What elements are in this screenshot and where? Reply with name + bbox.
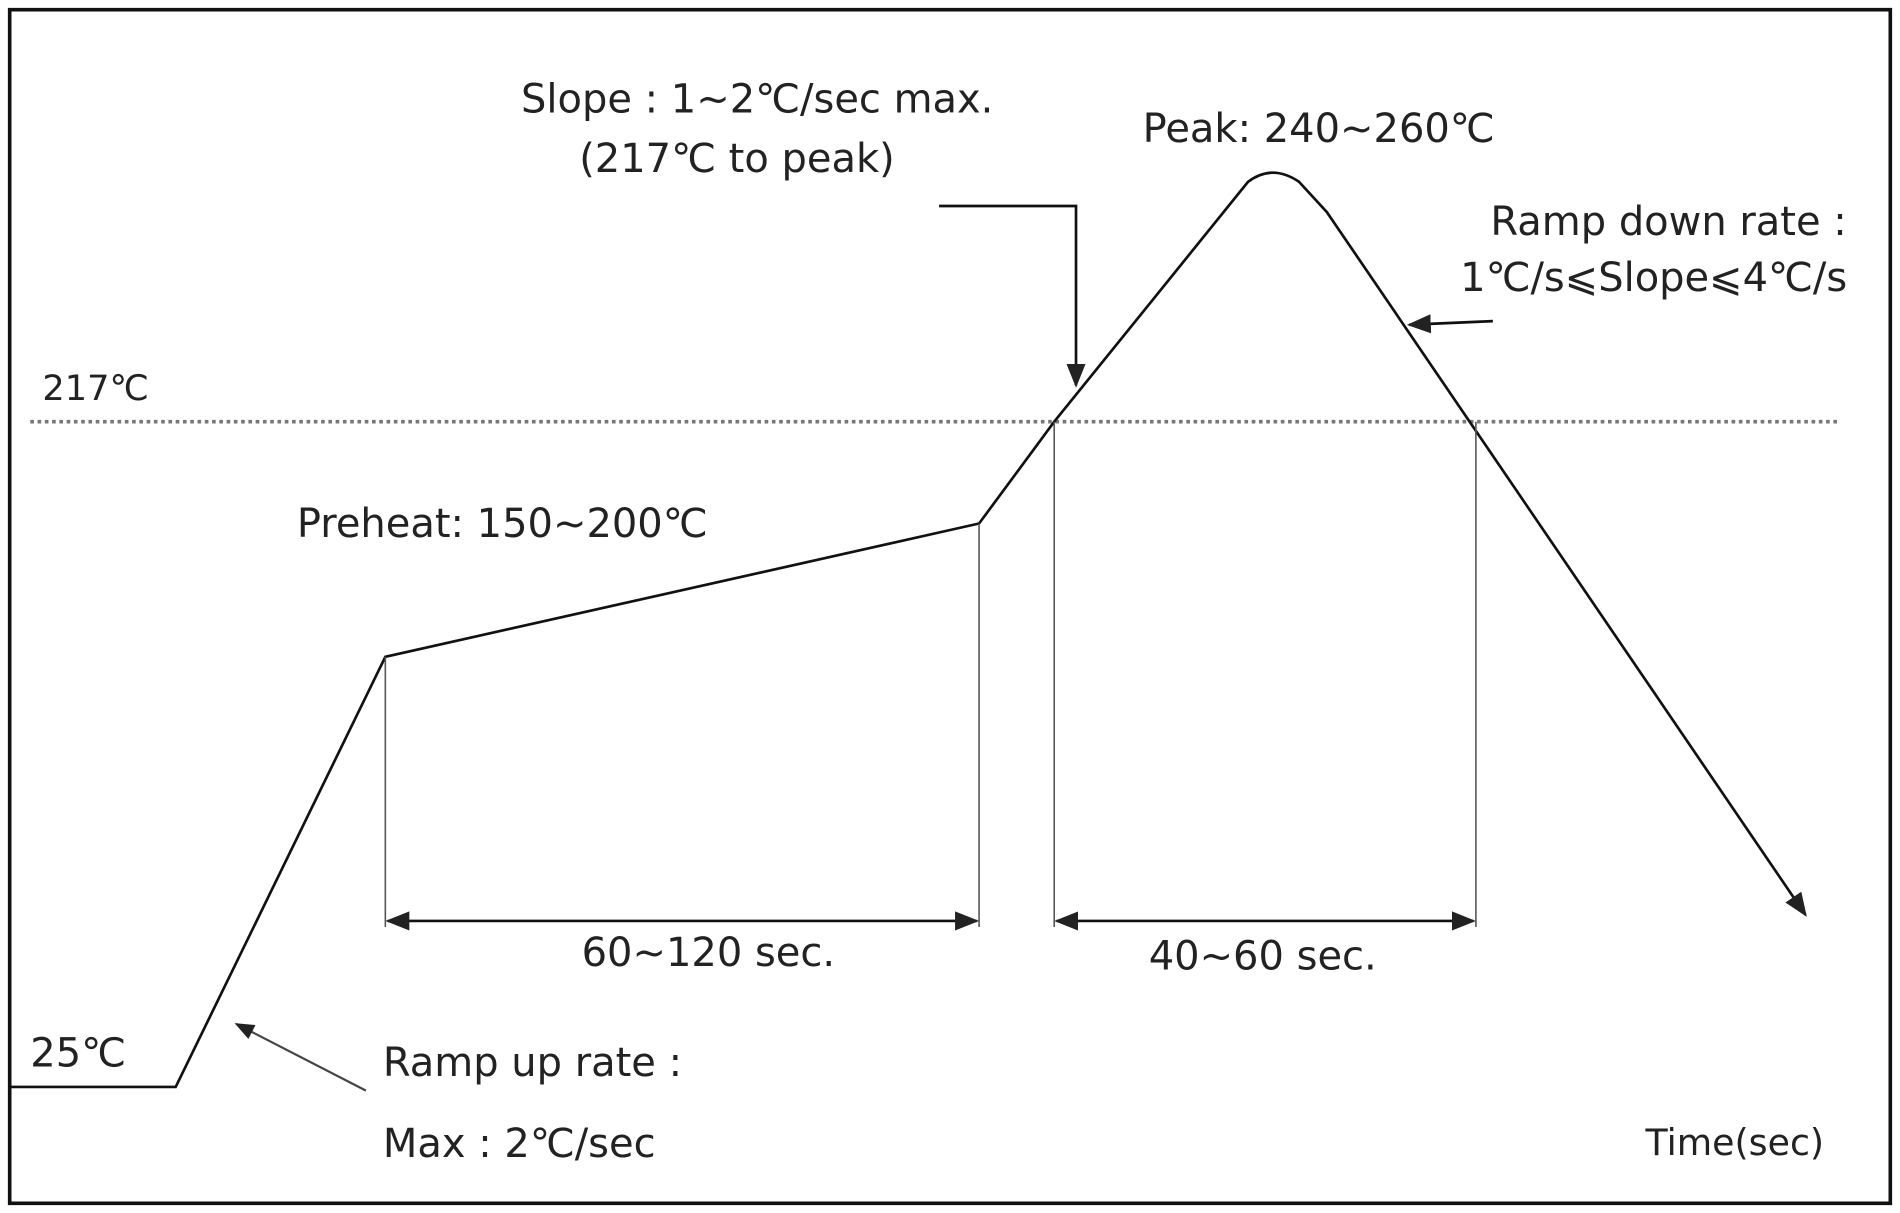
preheat-time-label: 60~120 sec. [582,930,835,976]
reflow-time-label: 40~60 sec. [1149,933,1377,979]
liquidus-label: 217℃ [42,368,148,409]
frame [7,7,1893,1206]
ramp-up-arrow [234,1022,367,1092]
slope-label: (217℃ to peak) [579,136,894,182]
ramp-down-arrow [1406,314,1493,334]
ramp-up-label: Ramp up rate : [383,1040,682,1086]
temperature-profile [9,171,1807,1089]
ramp-up-label: Max : 2℃/sec [383,1121,656,1167]
peak-label: Peak: 240~260℃ [1143,106,1495,152]
ramp-down-label: 1℃/s⩽Slope⩽4℃/s [1460,255,1847,301]
preheat-label: Preheat: 150~200℃ [297,501,708,547]
slope-arrow [939,204,1086,388]
slope-label: Slope : 1~2℃/sec max. [521,77,993,123]
guide-lines [384,421,1477,928]
ramp-down-label: Ramp down rate : [1490,199,1846,245]
start-temp-label: 25℃ [30,1030,126,1076]
x-axis-label: Time(sec) [1645,1121,1825,1164]
